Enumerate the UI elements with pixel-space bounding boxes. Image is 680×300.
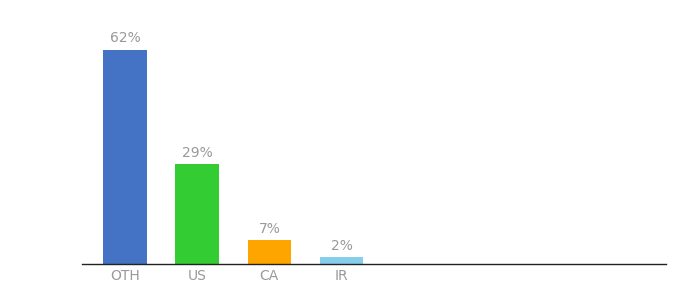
Text: 62%: 62% xyxy=(109,32,140,45)
Text: 2%: 2% xyxy=(330,239,352,253)
Bar xyxy=(248,240,291,264)
Bar xyxy=(103,50,147,264)
Bar xyxy=(320,257,363,264)
Text: 29%: 29% xyxy=(182,146,212,160)
Bar xyxy=(175,164,219,264)
Text: 7%: 7% xyxy=(258,222,280,236)
